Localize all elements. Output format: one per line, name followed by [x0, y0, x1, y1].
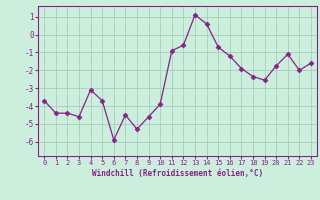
X-axis label: Windchill (Refroidissement éolien,°C): Windchill (Refroidissement éolien,°C): [92, 169, 263, 178]
